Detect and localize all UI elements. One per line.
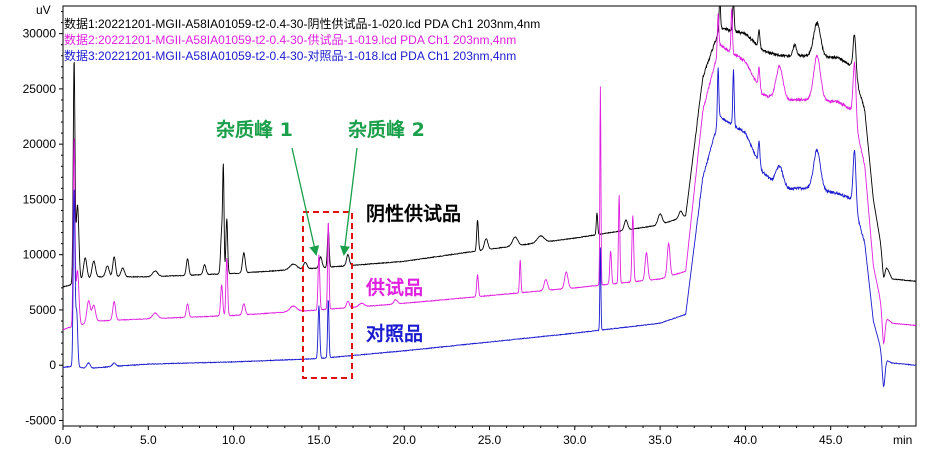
trace-label-negative-sample: 阴性供试品 [366,202,461,225]
y-tick-label: 20000 [23,137,57,151]
y-tick-label: 5000 [29,303,56,317]
x-tick-label: 0.0 [55,433,72,447]
x-tick-label: 30.0 [563,433,587,447]
x-tick-label: 5.0 [140,433,157,447]
y-tick-label: 10000 [23,248,57,262]
series-line-negative-sample [63,6,916,288]
y-tick-label: 0 [49,358,56,372]
x-tick-label: 25.0 [478,433,502,447]
x-unit-label: min [893,433,912,447]
y-axis: -5000 0 5000 10000 15000 20000 25000 30000 [23,11,63,427]
x-tick-label: 40.0 [734,433,758,447]
legend: 数据1:20221201-MGII-A58IA01059-t2-0.4-30-阴… [64,16,540,63]
trace-label-test-sample: 供试品 [365,276,423,299]
legend-entry-2: 数据2:20221201-MGII-A58IA01059-t2-0.4-30-供… [64,32,516,47]
x-tick-label: 35.0 [648,433,672,447]
impurity-peak-2-arrow [340,147,358,256]
series-line-reference-standard [63,67,916,388]
y-unit-label: uV [36,3,51,17]
trace-label-reference-standard: 对照品 [366,322,423,345]
legend-entry-1: 数据1:20221201-MGII-A58IA01059-t2-0.4-30-阴… [64,16,540,31]
legend-entry-3: 数据3:20221201-MGII-A58IA01059-t2-0.4-30-对… [64,48,516,63]
x-tick-label: 10.0 [222,433,246,447]
y-tick-label: -5000 [25,413,56,427]
x-tick-label: 45.0 [819,433,843,447]
x-tick-label: 20.0 [393,433,417,447]
x-axis: 0.0 5.0 10.0 15.0 20.0 25.0 30.0 35.0 40.0 45.0 [55,426,900,447]
y-tick-label: 25000 [23,82,57,96]
y-tick-label: 30000 [23,27,57,41]
impurity-highlight-box [302,211,353,379]
impurity-peak-1-label: 杂质峰 1 [216,118,293,141]
plot-area [62,5,917,427]
impurity-peak-1-arrow [291,147,320,256]
y-tick-label: 15000 [23,192,57,206]
series-line-test-sample [63,8,916,345]
impurity-peak-2-label: 杂质峰 2 [348,118,425,141]
x-tick-label: 15.0 [307,433,331,447]
